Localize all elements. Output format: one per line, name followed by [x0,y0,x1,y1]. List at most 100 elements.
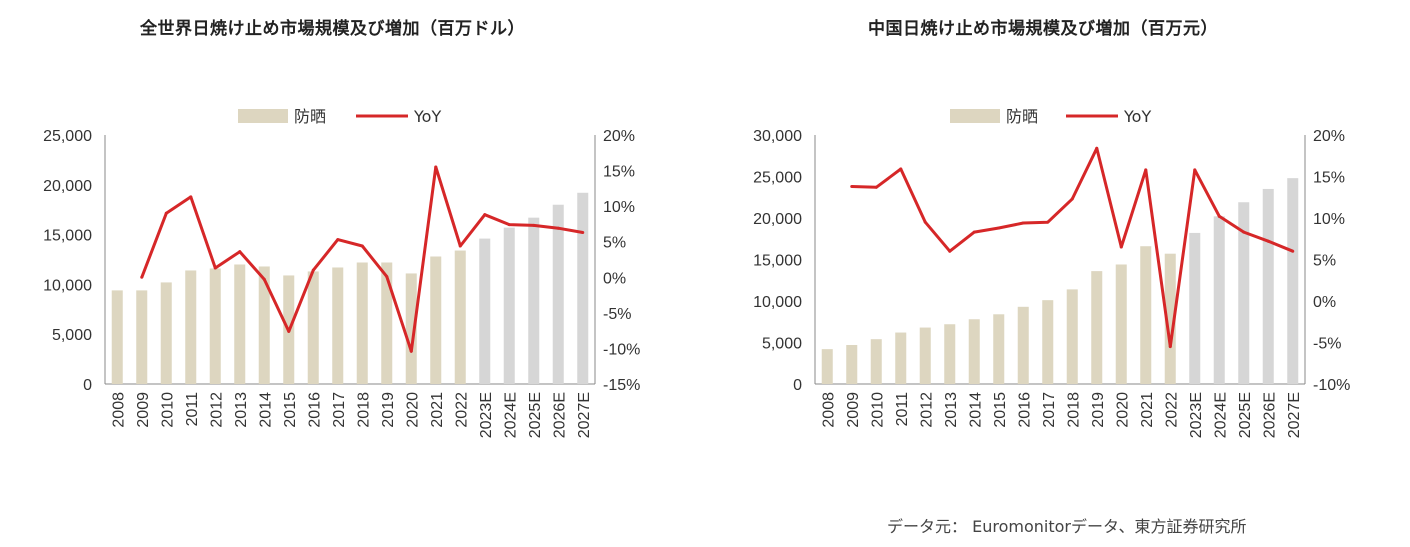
yoy-point [972,230,976,234]
legend-bar-label: 防晒 [1006,107,1038,126]
yoy-point [360,244,364,248]
category-label: 2013 [943,392,960,428]
bar [209,268,221,384]
yoy-point [507,223,511,227]
category-label: 2011 [184,392,201,427]
right-tick-label: -15% [603,377,640,394]
bar [1287,178,1299,384]
bar [503,227,515,384]
right-tick-label: -10% [603,341,640,358]
category-label: 2018 [355,392,372,428]
category-label: 2014 [967,392,984,428]
category-label: 2024E [502,392,519,438]
source-note: データ元： Euromonitorデータ、東方証券研究所 [887,517,1247,536]
bar [307,271,319,384]
bar [1164,253,1176,384]
category-label: 2025E [1237,392,1254,438]
right-tick-label: -10% [1313,377,1350,394]
category-label: 2018 [1065,392,1082,428]
yoy-point [1242,230,1246,234]
category-label: 2010 [869,392,886,428]
yoy-point [1168,345,1172,349]
yoy-point [238,250,242,254]
bar [356,262,368,384]
legend-bar-swatch [950,109,1000,123]
yoy-point [164,211,168,215]
bar [234,264,246,384]
right-tick-label: 10% [603,199,635,216]
category-label: 2022 [1163,392,1180,428]
bar [381,262,393,384]
chart-global: 0 5,000 10,000 15,000 20,000 25,000 -15% -10% -5… [43,107,640,438]
left-tick-label: 10,000 [43,277,92,294]
category-label: 2009 [845,392,862,428]
bar [870,339,882,384]
left-tick-label: 25,000 [43,128,92,145]
category-label: 2026E [551,392,568,438]
bar [258,266,270,384]
left-tick-label: 20,000 [43,178,92,195]
left-tick-label: 0 [793,377,802,394]
yoy-point [899,167,903,171]
yoy-point [409,349,413,353]
bar [111,290,123,384]
left-tick-label: 25,000 [753,170,802,187]
legend-line-label: YoY [1123,107,1151,126]
left-tick-label: 15,000 [43,228,92,245]
yoy-point [385,275,389,279]
right-tick-label: 5% [603,235,626,252]
yoy-point [140,275,144,279]
bar [846,344,858,384]
bar [332,267,344,384]
right-tick-label: 15% [1313,170,1345,187]
yoy-point [1193,168,1197,172]
left-tick-label: 0 [83,377,92,394]
yoy-point [287,329,291,333]
yoy-point [1046,220,1050,224]
category-label: 2012 [918,392,935,428]
category-label: 2024E [1212,392,1229,438]
yoy-point [532,223,536,227]
left-chart-title: 全世界日焼け止め市場規模及び増加（百万ドル） [140,19,525,39]
yoy-point [1021,221,1025,225]
bar [528,217,540,384]
category-label: 2013 [233,392,250,428]
bar [944,324,956,384]
category-label: 2025E [527,392,544,438]
bar [1213,216,1225,384]
legend-bar-label: 防晒 [294,107,326,126]
bar [1140,246,1152,384]
yoy-point [1095,146,1099,150]
category-label: 2019 [1090,392,1107,428]
yoy-point [923,220,927,224]
right-tick-label: -5% [603,306,631,323]
yoy-point [311,268,315,272]
category-label: 2020 [404,392,421,428]
bar [1189,232,1201,384]
category-label: 2009 [135,392,152,428]
category-label: 2016 [1016,392,1033,428]
yoy-point [850,184,854,188]
bar [1115,264,1127,384]
left-tick-label: 5,000 [762,336,802,353]
bar [405,273,417,384]
category-label: 2023E [1188,392,1205,438]
category-label: 2017 [331,392,348,428]
bar [577,192,589,384]
bar [454,250,466,384]
category-label: 2017 [1041,392,1058,428]
category-label: 2008 [820,392,837,428]
chart-china: 0 5,000 10,000 15,000 20,000 25,000 30,000 -10%… [753,107,1350,438]
bar [185,270,197,384]
category-label: 2023E [478,392,495,438]
bar [1091,271,1103,384]
category-label: 2027E [1286,392,1303,438]
yoy-point [874,185,878,189]
category-label: 2027E [576,392,593,438]
yoy-point [1291,249,1295,253]
category-label: 2022 [453,392,470,428]
yoy-point [581,230,585,234]
category-label: 2021 [1139,392,1156,428]
bar [1017,306,1029,384]
